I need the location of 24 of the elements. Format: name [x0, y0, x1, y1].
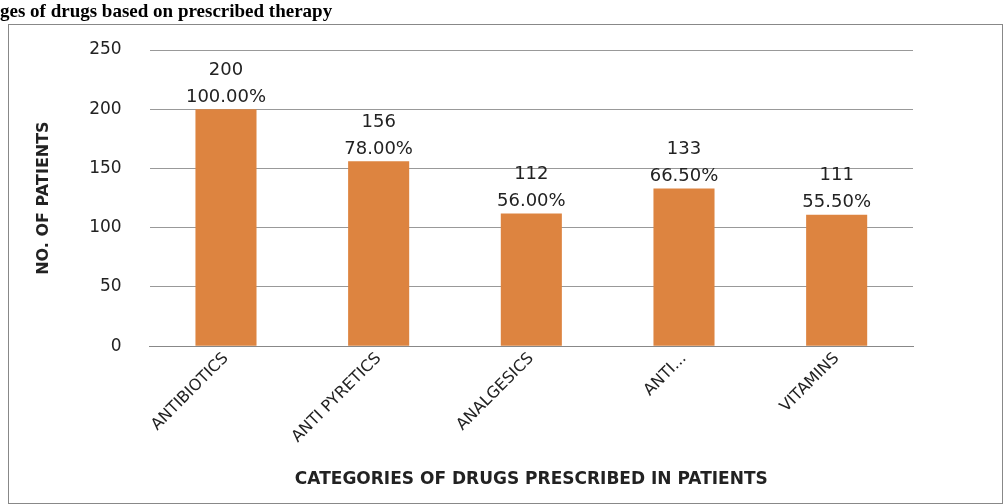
y-tick-label: 100 [89, 216, 122, 237]
bar [653, 188, 715, 346]
y-axis-title: NO. OF PATIENTS [32, 121, 52, 275]
y-tick-label: 200 [89, 97, 122, 118]
x-axis-title: CATEGORIES OF DRUGS PRESCRIBED IN PATIENTS [294, 468, 768, 489]
data-label: 112 [514, 162, 549, 184]
bar [348, 161, 410, 346]
data-label: 156 [361, 110, 396, 132]
annotation: 78.00% [344, 137, 413, 159]
data-label: 200 [208, 57, 244, 79]
bar [806, 214, 868, 346]
bar [195, 109, 257, 346]
y-tick-label: 250 [89, 38, 122, 59]
bar [500, 213, 562, 346]
annotation: 55.50% [802, 190, 871, 212]
y-tick-label: 50 [100, 275, 122, 296]
data-label: 111 [819, 163, 854, 185]
chart-title: ges of drugs based on prescribed therapy [0, 0, 333, 22]
y-tick-label: 0 [110, 334, 122, 355]
annotation: 56.00% [497, 189, 566, 211]
data-label: 133 [666, 137, 702, 159]
annotation: 66.50% [649, 164, 719, 186]
annotation: 100.00% [185, 84, 267, 106]
y-tick-label: 150 [89, 156, 122, 177]
